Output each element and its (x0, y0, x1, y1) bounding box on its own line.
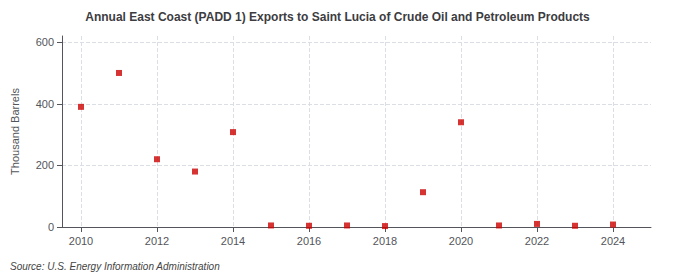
svg-text:2016: 2016 (297, 235, 321, 247)
svg-text:600: 600 (36, 36, 54, 48)
svg-text:Thousand Barrels: Thousand Barrels (9, 88, 21, 175)
svg-text:2020: 2020 (449, 235, 473, 247)
svg-text:2010: 2010 (69, 235, 93, 247)
svg-text:0: 0 (48, 221, 54, 233)
svg-text:2018: 2018 (373, 235, 397, 247)
svg-text:200: 200 (36, 159, 54, 171)
svg-text:2022: 2022 (525, 235, 549, 247)
svg-text:2024: 2024 (601, 235, 625, 247)
svg-text:Annual East Coast (PADD 1) Exp: Annual East Coast (PADD 1) Exports to Sa… (85, 10, 590, 24)
svg-text:2012: 2012 (145, 235, 169, 247)
svg-text:Source: U.S. Energy Informatio: Source: U.S. Energy Information Administ… (10, 261, 220, 272)
svg-text:400: 400 (36, 98, 54, 110)
svg-text:2014: 2014 (221, 235, 245, 247)
